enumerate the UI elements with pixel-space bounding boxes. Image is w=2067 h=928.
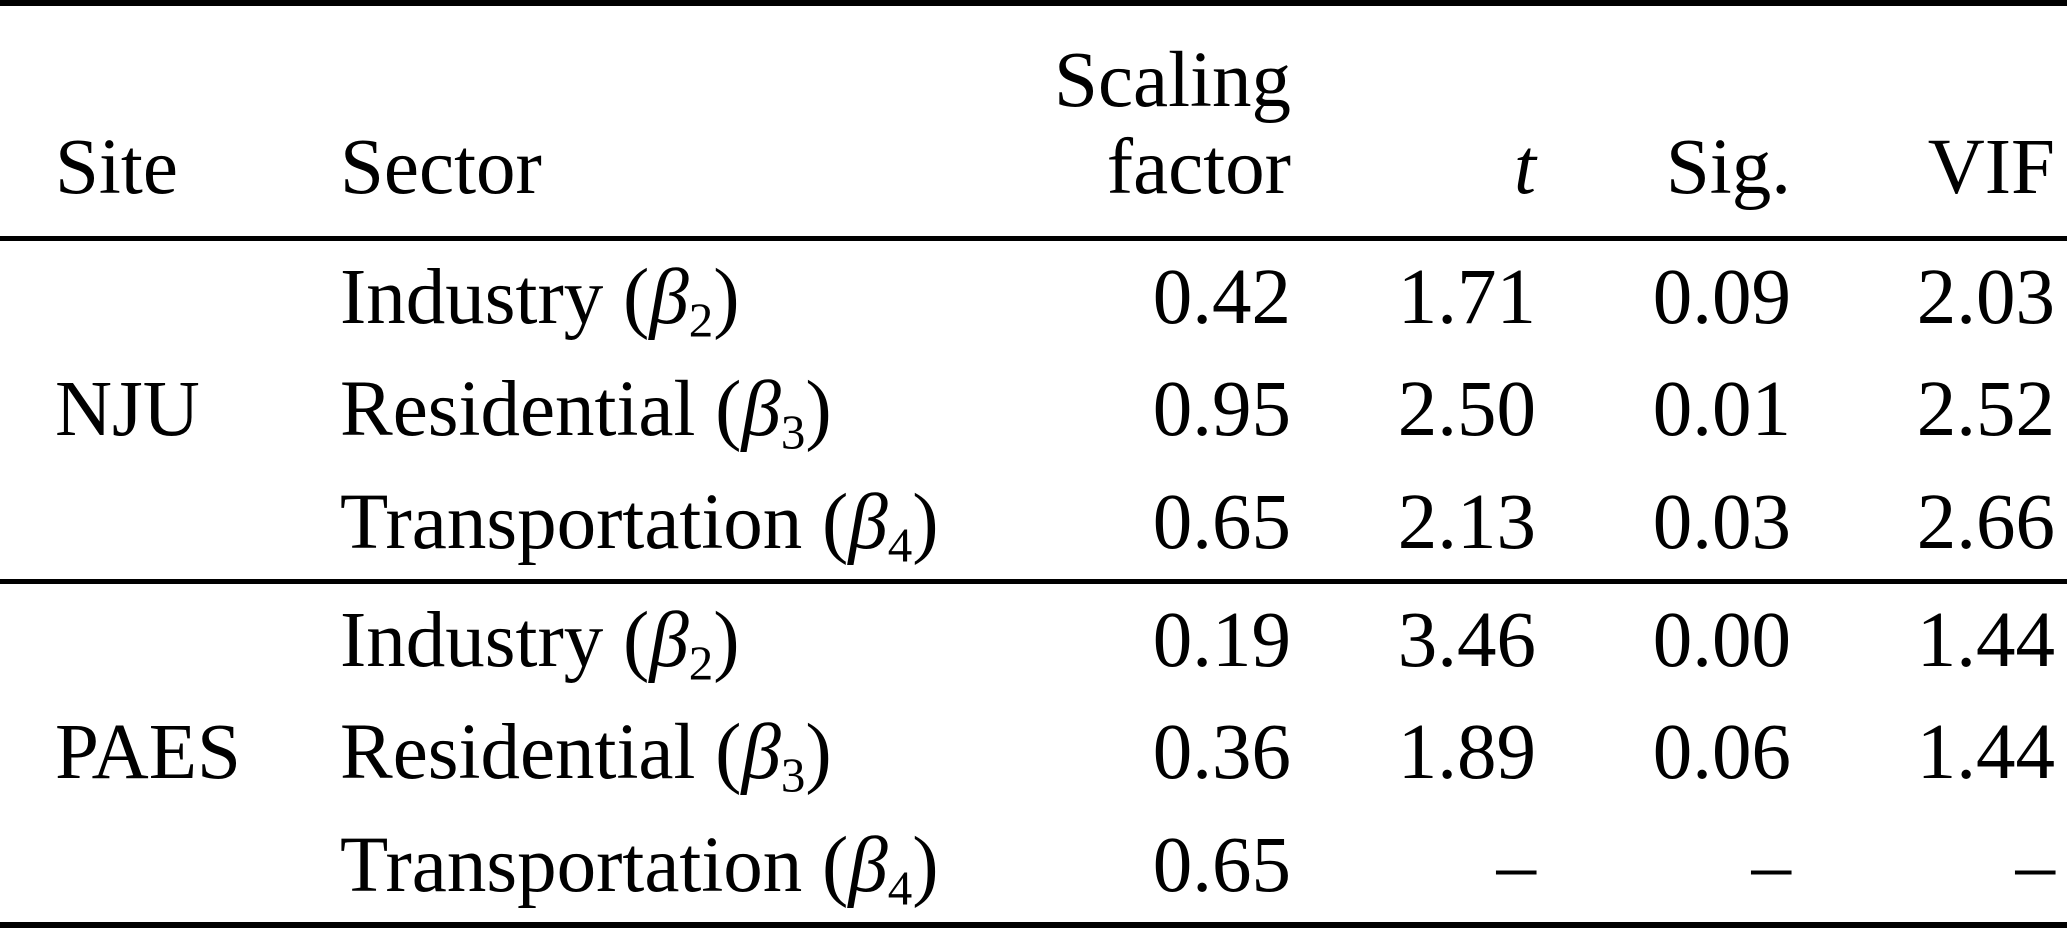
sector-name: Industry ( — [340, 253, 650, 341]
sig-value: 0.01 — [1652, 366, 1791, 454]
vif-value: 1.44 — [1916, 709, 2055, 797]
sig-value: 0.09 — [1652, 253, 1791, 341]
sector-name: Residential ( — [340, 709, 742, 797]
beta-symbol: β — [848, 822, 888, 910]
sector-name: Residential ( — [340, 366, 742, 454]
sector-suffix: ) — [805, 709, 832, 797]
beta-subscript: 3 — [780, 405, 806, 461]
beta-symbol: β — [741, 709, 781, 797]
header-sector: Sector — [290, 3, 960, 241]
scaling-factor-value: 0.19 — [960, 578, 1305, 697]
t-value: 2.50 — [1397, 366, 1536, 454]
beta-symbol: β — [649, 253, 689, 341]
scaling-factor-value: 0.95 — [1152, 366, 1291, 454]
header-t: t — [1305, 3, 1550, 241]
sig-value: 0.00 — [1550, 578, 1805, 697]
scaling-factor-value: 0.65 — [1152, 479, 1291, 567]
table-row: Transportation (β4) 0.65 – – – — [0, 809, 2067, 925]
sector-suffix: ) — [713, 253, 740, 341]
sector-name: Transportation ( — [340, 479, 849, 567]
scaling-factor-value: 0.42 — [1152, 253, 1291, 341]
scaling-factor-value: 0.65 — [1152, 822, 1291, 910]
sig-value: 0.06 — [1652, 709, 1791, 797]
beta-symbol: β — [848, 479, 888, 567]
beta-symbol: β — [649, 596, 689, 684]
sector-suffix: ) — [912, 822, 939, 910]
vif-value: 2.52 — [1916, 366, 2055, 454]
group-paes: PAES Industry (β2) 0.19 3.46 0.00 1.44 R… — [0, 578, 2067, 925]
site-label-paes: PAES — [0, 578, 290, 925]
header-row: Site Sector Scaling factor t Sig. VIF — [0, 3, 2067, 241]
scaling-factor-value: 0.36 — [1152, 709, 1291, 797]
header-vif: VIF — [1805, 3, 2067, 241]
header-scaling-line2: factor — [1106, 124, 1291, 212]
sig-value: 0.03 — [1652, 479, 1791, 567]
beta-subscript: 4 — [887, 517, 913, 573]
sector-suffix: ) — [713, 596, 740, 684]
header-sig: Sig. — [1550, 3, 1805, 241]
beta-subscript: 3 — [780, 748, 806, 804]
table-row: Residential (β3) 0.95 2.50 0.01 2.52 — [0, 354, 2067, 467]
sector-name: Transportation ( — [340, 822, 849, 910]
vif-value: 2.03 — [1916, 253, 2055, 341]
sector-suffix: ) — [912, 479, 939, 567]
table-row: NJU Industry (β2) 0.42 1.71 0.09 2.03 — [0, 239, 2067, 450]
sector-cell: Transportation (β4) — [290, 809, 960, 925]
t-value: 3.46 — [1305, 578, 1550, 697]
site-label-nju: NJU — [55, 366, 200, 454]
header-site: Site — [0, 3, 290, 241]
sector-cell: Industry (β2) — [290, 578, 960, 697]
beta-subscript: 2 — [688, 635, 714, 691]
sector-cell: Industry (β2) — [290, 239, 960, 354]
sector-suffix: ) — [805, 366, 832, 454]
beta-subscript: 2 — [688, 292, 714, 348]
sector-cell: Residential (β3) — [290, 697, 960, 810]
vif-value: 1.44 — [1805, 578, 2067, 697]
table-row: PAES Industry (β2) 0.19 3.46 0.00 1.44 — [0, 578, 2067, 925]
sector-name: Industry ( — [340, 596, 650, 684]
table-row: Transportation (β4) 0.65 2.13 0.03 2.66 — [0, 466, 2067, 581]
group-nju: NJU Industry (β2) 0.42 1.71 0.09 2.03 Re… — [0, 239, 2067, 582]
beta-subscript: 4 — [887, 860, 913, 916]
sector-cell: Transportation (β4) — [290, 466, 960, 581]
t-value: 1.89 — [1397, 709, 1536, 797]
t-value: 2.13 — [1397, 479, 1536, 567]
header-scaling-factor: Scaling factor — [960, 3, 1305, 241]
header-t-label: t — [1514, 124, 1536, 212]
sector-cell: Residential (β3) — [290, 354, 960, 467]
sig-value-missing: – — [1751, 822, 1792, 910]
table-row: Residential (β3) 0.36 1.89 0.06 1.44 — [0, 697, 2067, 810]
beta-symbol: β — [741, 366, 781, 454]
vif-value: 2.66 — [1916, 479, 2055, 567]
vif-value-missing: – — [2015, 822, 2056, 910]
t-value-missing: – — [1496, 822, 1537, 910]
t-value: 1.71 — [1397, 253, 1536, 341]
header-scaling-line1: Scaling — [1054, 37, 1291, 125]
